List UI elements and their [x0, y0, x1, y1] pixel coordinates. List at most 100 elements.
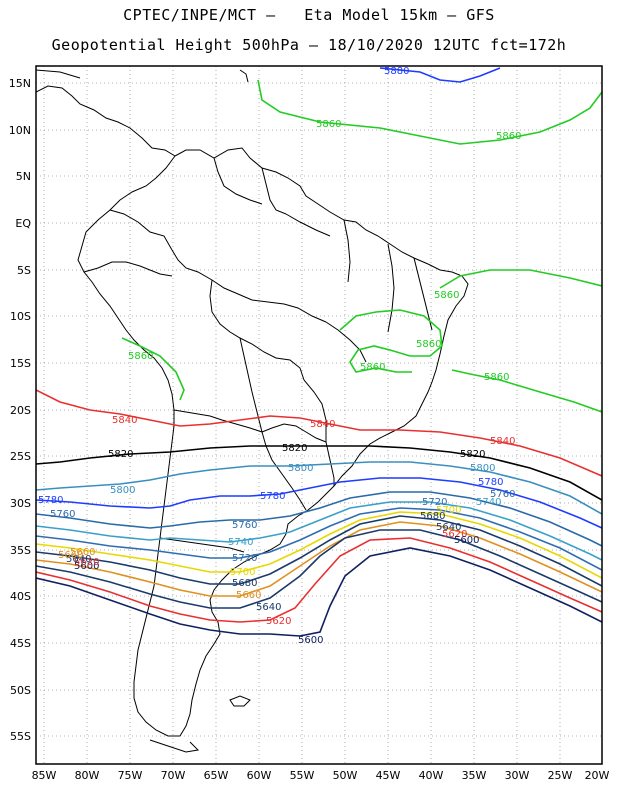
contour-label: 5740	[228, 537, 253, 548]
contour-lines	[36, 67, 602, 637]
contour-label: 5800	[470, 463, 495, 474]
contour-5660	[36, 521, 602, 597]
contour-label: 5800	[288, 463, 313, 474]
contour-label: 5680	[232, 578, 257, 589]
contour-label: 5660	[58, 550, 83, 561]
title-line-1: CPTEC/INPE/MCT – Eta Model 15km – GFS	[123, 6, 495, 24]
lat-label: 5S	[17, 264, 31, 277]
contour-label: 5620	[74, 557, 99, 568]
contour-label: 5860	[496, 131, 521, 142]
contour-5820	[36, 445, 602, 501]
contour-label: 5660	[70, 547, 95, 558]
lon-label: 80W	[75, 769, 100, 782]
contour-5860-brazil	[339, 309, 443, 373]
lat-label: EQ	[15, 217, 31, 230]
contour-5700	[36, 511, 602, 579]
lat-label: 45S	[10, 637, 31, 650]
lat-label: 35S	[10, 544, 31, 557]
lon-label: 65W	[204, 769, 229, 782]
contour-label: 5860	[416, 339, 441, 350]
lon-label: 40W	[419, 769, 444, 782]
lon-label: 55W	[290, 769, 315, 782]
lat-label: 55S	[10, 730, 31, 743]
lat-label: 20S	[10, 404, 31, 417]
contour-label: 5640	[66, 554, 91, 565]
contour-5740	[36, 501, 602, 561]
contour-label: 5600	[298, 635, 323, 646]
contour-5860-peru	[121, 337, 185, 401]
contour-label: 5860	[128, 351, 153, 362]
contour-label: 5680	[420, 511, 445, 522]
lat-label: 10S	[10, 310, 31, 323]
contour-label: 5760	[50, 509, 75, 520]
contour-label: 5800	[110, 485, 135, 496]
lat-label: 25S	[10, 450, 31, 463]
contour-label: 5640	[436, 522, 461, 533]
contour-label: 5860	[316, 119, 341, 130]
contour-label: 5600	[74, 561, 99, 572]
contour-label: 5720	[422, 497, 447, 508]
lat-label: 30S	[10, 497, 31, 510]
contour-5860-ne	[439, 269, 602, 289]
contour-label: 5840	[112, 415, 137, 426]
contour-5600	[36, 547, 602, 637]
lon-label: 85W	[32, 769, 57, 782]
map-frame	[35, 65, 603, 765]
contour-5860-se	[451, 369, 602, 413]
contour-label: 5820	[282, 443, 307, 454]
contour-label: 5820	[460, 449, 485, 460]
lat-label: 15S	[10, 357, 31, 370]
contour-label: 5700	[230, 567, 255, 578]
contour-5880-north	[379, 67, 501, 83]
contour-label: 5780	[38, 495, 63, 506]
lon-label: 50W	[333, 769, 358, 782]
lon-label: 35W	[462, 769, 487, 782]
contour-label: 5840	[490, 436, 515, 447]
contour-5840	[36, 389, 602, 477]
contour-label: 5860	[484, 372, 509, 383]
contour-label: 5660	[236, 590, 261, 601]
contour-label: 5780	[260, 491, 285, 502]
lat-label: 40S	[10, 590, 31, 603]
longitude-axis: 85W 80W 75W 70W 65W 60W 55W 50W 45W 40W …	[32, 769, 610, 782]
contour-label: 5700	[436, 505, 461, 516]
contour-label: 5620	[442, 529, 467, 540]
contour-label: 5820	[108, 449, 133, 460]
contour-label: 5860	[434, 290, 459, 301]
contour-label: 5720	[232, 553, 257, 564]
latitude-axis: 15N 10N 5N EQ 5S 10S 15S 20S 25S 30S 35S…	[9, 77, 32, 743]
lon-label: 30W	[505, 769, 530, 782]
lon-label: 75W	[118, 769, 143, 782]
contour-label: 5840	[310, 419, 335, 430]
contour-5860-north	[257, 79, 602, 145]
lon-label: 60W	[247, 769, 272, 782]
contour-label: 5760	[490, 489, 515, 500]
lon-label: 20W	[585, 769, 610, 782]
contour-5620	[36, 537, 602, 623]
contour-labels: 5880 5860 5860 5860 5860 5860 5860 5860 …	[38, 66, 521, 646]
gridlines	[36, 66, 603, 764]
title-line-2: Geopotential Height 500hPa – 18/10/2020 …	[51, 36, 567, 54]
contour-5800	[36, 461, 602, 515]
lon-label: 45W	[376, 769, 401, 782]
lat-label: 50S	[10, 684, 31, 697]
lon-label: 25W	[548, 769, 573, 782]
contour-label: 5740	[476, 497, 501, 508]
lat-label: 5N	[16, 170, 31, 183]
contour-5760	[36, 491, 602, 547]
lon-label: 70W	[161, 769, 186, 782]
contour-label: 5860	[360, 362, 385, 373]
contour-label: 5600	[454, 535, 479, 546]
contour-label: 5780	[478, 477, 503, 488]
contour-label: 5620	[266, 616, 291, 627]
contour-5680	[36, 515, 602, 587]
contour-5720	[36, 507, 602, 571]
contour-5780	[36, 477, 602, 529]
contour-label: 5880	[384, 66, 409, 77]
contour-5640	[36, 529, 602, 609]
contour-label: 5640	[256, 602, 281, 613]
lat-label: 15N	[9, 77, 31, 90]
contour-label: 5760	[232, 520, 257, 531]
lat-label: 10N	[9, 124, 31, 137]
